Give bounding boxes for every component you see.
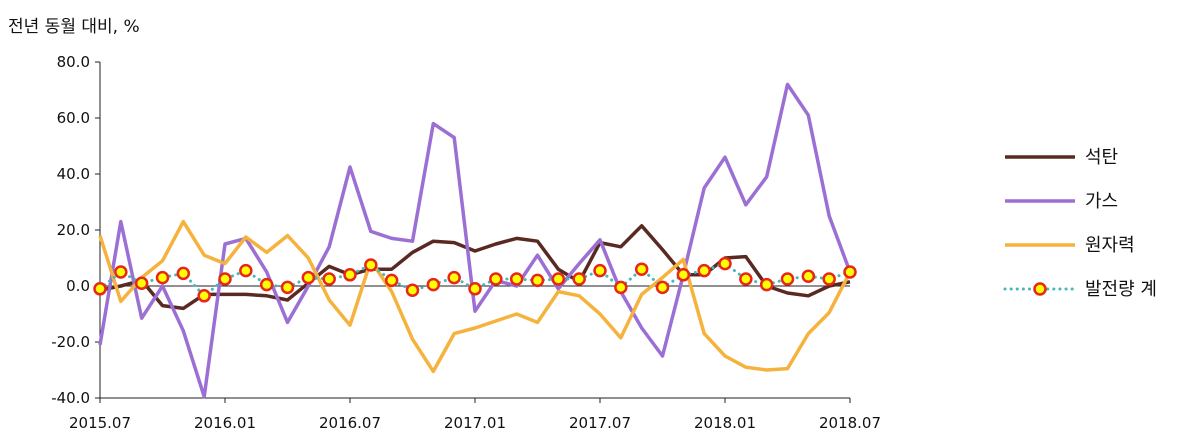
series-3-point: [551, 272, 566, 286]
x-tick-label: 2018.01: [694, 414, 756, 432]
y-axis-unit-label: 전년 동월 대비, %: [8, 17, 140, 37]
series-3-point: [697, 263, 711, 278]
series-3-point: [468, 282, 482, 296]
series-3-point: [384, 273, 399, 288]
series-3-point: [655, 280, 670, 295]
series-3-point: [405, 283, 420, 297]
series-3-point: [301, 270, 316, 285]
series-0-line: [99, 224, 851, 311]
legend-marker: [1033, 282, 1047, 296]
series-3-point: [447, 270, 461, 285]
series-3-point: [509, 272, 524, 286]
series-3-point: [843, 265, 857, 279]
series-3-point: [530, 273, 545, 288]
y-tick-label: -40.0: [51, 389, 90, 407]
y-tick-label: 0.0: [66, 277, 90, 295]
series-3-point: [614, 280, 628, 295]
axes-group: 80.0 60.0 40.0 20.0 0.0 -20.0 -40.0 2015.07 2016…: [51, 53, 881, 432]
series-1-line: [98, 82, 852, 399]
series-3-point: [364, 258, 378, 272]
series-3-point: [593, 263, 607, 278]
series-3-point: [822, 272, 836, 286]
series-2-line: [98, 219, 852, 374]
series-3-point: [93, 282, 107, 296]
series-3-point: [759, 277, 774, 292]
series-3-point: [801, 269, 816, 283]
y-tick-label: 60.0: [57, 109, 90, 127]
y-tick-label: -20.0: [51, 333, 90, 351]
series-3-point: [322, 272, 336, 286]
series-3-point: [197, 289, 211, 303]
series-3-point: [426, 277, 441, 292]
series-3-point: [239, 263, 253, 278]
x-tick-label: 2018.07: [819, 414, 881, 432]
x-tick-label: 2015.07: [69, 414, 131, 432]
x-tick-label: 2017.01: [444, 414, 506, 432]
x-tick-label: 2016.07: [319, 414, 381, 432]
y-tick-label: 80.0: [57, 53, 90, 71]
x-tick-label: 2017.07: [569, 414, 631, 432]
series-layer: [93, 82, 857, 399]
series-3-point: [259, 277, 274, 292]
series-3-point: [676, 268, 691, 282]
legend-label: 원자력: [1085, 235, 1135, 256]
y-tick-label: 40.0: [57, 165, 90, 183]
series-3-point: [739, 272, 753, 286]
series-3-point: [489, 272, 503, 286]
series-3-point: [114, 265, 128, 279]
series-3-point: [155, 270, 170, 285]
legend-label: 발전량 계: [1085, 279, 1157, 300]
x-tick-label: 2016.01: [194, 414, 256, 432]
legend-label: 가스: [1085, 191, 1118, 212]
series-3-point: [218, 272, 232, 286]
y-tick-label: 20.0: [57, 221, 90, 239]
series-3-point: [134, 276, 149, 290]
series-3-point: [634, 262, 649, 276]
legend-label: 석탄: [1085, 147, 1118, 168]
series-3-point: [343, 268, 357, 282]
series-3-point: [780, 272, 795, 286]
series-3-point: [280, 280, 295, 295]
series-3-point: [572, 272, 586, 286]
series-3-point: [176, 266, 191, 281]
series-3-point: [718, 256, 732, 271]
